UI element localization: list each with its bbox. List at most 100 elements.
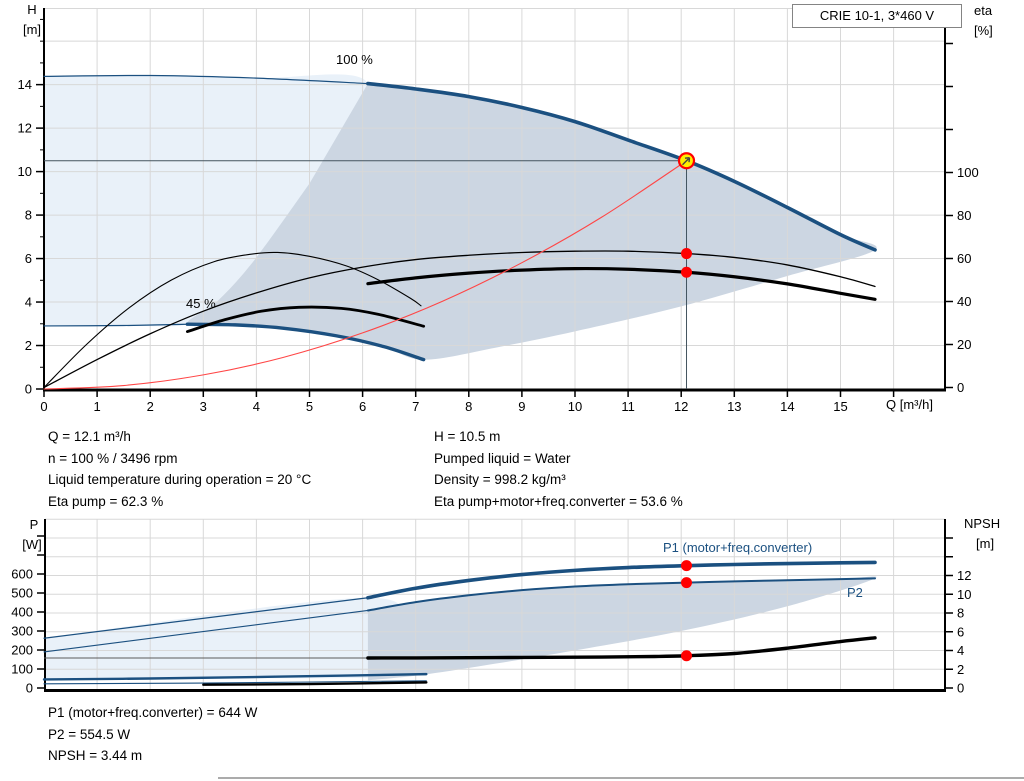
operating-envelope-dark <box>187 83 877 360</box>
curve-P2-min-flow-line <box>43 609 369 653</box>
tick-label: 0 <box>25 382 32 397</box>
pump-type-box[interactable]: CRIE 10-1, 3*460 V <box>792 4 962 28</box>
tick-label: 2 <box>25 338 32 353</box>
curve-eta-total-100pct <box>366 266 877 301</box>
p2-curve-label: P2 <box>847 585 863 600</box>
tick-label: 8 <box>25 208 32 223</box>
h-axis-label: H <box>27 2 37 17</box>
curve-speed-100pct-QH <box>366 81 877 252</box>
tick-label: 200 <box>11 643 33 658</box>
curve-eta-pump-45pct <box>43 251 422 389</box>
tick-label: 600 <box>11 567 33 582</box>
curve-max-head-line <box>43 74 369 85</box>
cursor-icon <box>682 157 691 166</box>
tick-label: 4 <box>25 295 32 310</box>
tick-label: 0 <box>26 681 33 696</box>
tick-label: 6 <box>359 399 366 414</box>
operating-envelope-dark <box>367 576 877 681</box>
speed-100pct-label: 100 % <box>336 52 373 67</box>
tick-label: 12 <box>674 399 688 414</box>
tick-label: 0 <box>40 399 47 414</box>
curve-affinity-parabola <box>43 160 688 390</box>
info-liquid: Pumped liquid = Water <box>434 450 571 466</box>
tick-label: 11 <box>621 399 635 414</box>
info-density: Density = 998.2 kg/m³ <box>434 472 566 487</box>
tick-label: 13 <box>727 399 741 414</box>
tick-label: 14 <box>18 77 32 92</box>
tick-label: 1 <box>93 399 100 414</box>
info-head: H = 10.5 m <box>434 429 501 444</box>
p-axis-label: P <box>29 517 39 532</box>
curve-P1-min-flow-line <box>43 597 369 639</box>
curve-P2-100pct <box>366 577 877 612</box>
info-speed: n = 100 % / 3496 rpm <box>48 450 178 466</box>
curve-P1-45pct <box>42 672 428 681</box>
tick-label: 20 <box>957 337 971 352</box>
curve-min-head-line <box>43 323 188 327</box>
tick-label: 500 <box>11 586 33 601</box>
curve-NPSH-100pct <box>366 636 877 660</box>
duty-info-right: H = 10.5 m Pumped liquid = Water Density… <box>434 426 683 512</box>
tick-label: 12 <box>18 121 32 136</box>
tick-label: 10 <box>18 164 32 179</box>
p-axis-unit: [W] <box>22 537 42 552</box>
tick-label: 7 <box>412 399 419 414</box>
info-flow: Q = 12.1 m³/h <box>48 429 131 444</box>
tick-label: 6 <box>25 251 32 266</box>
tick-label: 6 <box>957 624 964 639</box>
speed-45pct-label: 45 % <box>186 296 216 311</box>
npsh-axis-unit: [m] <box>976 536 995 551</box>
tick-label: 10 <box>568 399 582 414</box>
tick-label: 4 <box>253 399 260 414</box>
tick-label: 2 <box>147 399 154 414</box>
tick-label: 12 <box>957 568 971 583</box>
q-axis-label: Q [m³/h] <box>886 397 933 412</box>
tick-label: 100 <box>11 662 33 677</box>
window-separator <box>218 777 1024 779</box>
info-p1: P1 (motor+freq.converter) = 644 W <box>48 705 258 720</box>
operating-envelope-pale <box>44 74 369 327</box>
tick-label: 60 <box>957 251 971 266</box>
info-npsh: NPSH = 3.44 m <box>48 748 143 763</box>
curve-value-marker <box>681 560 693 572</box>
eta-axis-unit: [%] <box>974 23 993 38</box>
info-eta-total: Eta pump+motor+freq.converter = 53.6 % <box>434 493 683 509</box>
tick-label: 40 <box>957 294 971 309</box>
curve-speed-45pct-QH <box>185 322 426 362</box>
curve-value-marker <box>681 650 693 662</box>
tick-label: 9 <box>518 399 525 414</box>
h-axis-unit: [m] <box>22 22 42 37</box>
curve-eta-total-45pct <box>185 305 426 333</box>
tick-label: 3 <box>200 399 207 414</box>
tick-label: 2 <box>957 662 964 677</box>
curve-value-marker <box>681 577 693 589</box>
npsh-axis-label: NPSH <box>964 516 1001 531</box>
curve-value-marker <box>681 266 693 278</box>
tick-label: 400 <box>11 605 33 620</box>
curve-P2-45pct <box>43 680 427 685</box>
info-p2: P2 = 554.5 W <box>48 726 131 742</box>
duty-info-bottom: P1 (motor+freq.converter) = 644 W P2 = 5… <box>48 702 257 767</box>
tick-label: 5 <box>306 399 313 414</box>
tick-label: 14 <box>780 399 794 414</box>
tick-label: 0 <box>957 681 964 696</box>
info-temperature: Liquid temperature during operation = 20… <box>48 472 312 487</box>
eta-axis-label: eta <box>974 3 993 18</box>
tick-label: 0 <box>957 380 964 395</box>
tick-label: 300 <box>11 624 33 639</box>
tick-label: 10 <box>957 587 971 602</box>
tick-label: 8 <box>957 606 964 621</box>
tick-label: 15 <box>833 399 847 414</box>
curve-eta-pump-100pct <box>43 250 876 389</box>
p1-curve-label: P1 (motor+freq.converter) <box>663 540 813 555</box>
tick-label: 8 <box>465 399 472 414</box>
tick-label: 100 <box>957 165 979 180</box>
curve-NPSH-45pct <box>202 681 428 686</box>
tick-label: 4 <box>957 643 964 658</box>
duty-info-left: Q = 12.1 m³/h n = 100 % / 3496 rpm Liqui… <box>48 426 311 512</box>
curve-value-marker <box>681 248 693 260</box>
operating-envelope-pale <box>44 597 438 681</box>
info-eta-pump: Eta pump = 62.3 % <box>48 493 164 509</box>
